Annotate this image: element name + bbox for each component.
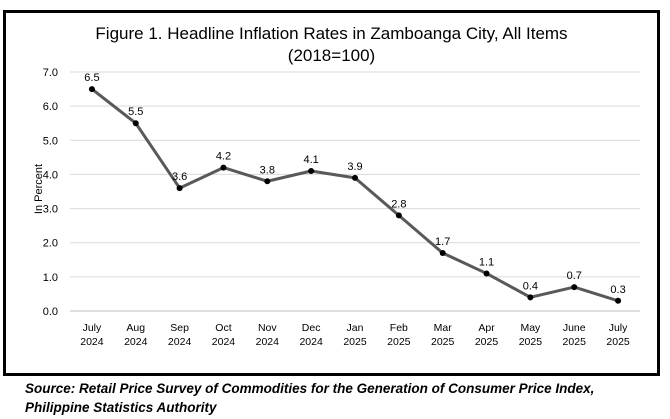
x-tick-label: Feb 2025 [387, 322, 411, 348]
data-label: 0.3 [610, 284, 625, 296]
chart-title-main: Figure 1. Headline Inflation Rates in Za… [95, 24, 568, 43]
data-point [615, 297, 622, 304]
data-label: 5.5 [128, 106, 143, 118]
x-tick-label: Jan 2025 [343, 322, 367, 348]
data-label: 3.8 [260, 164, 275, 176]
x-tick-label: Mar 2025 [431, 322, 455, 348]
y-tick-label: 4.0 [43, 169, 58, 181]
source-note: Source: Retail Price Survey of Commoditi… [25, 381, 595, 415]
data-point [395, 212, 402, 219]
gridlines [70, 71, 640, 312]
x-tick-label: July 2025 [606, 322, 630, 348]
data-label: 1.1 [479, 256, 494, 268]
data-point [439, 249, 446, 256]
y-tick-label: 6.0 [43, 101, 58, 113]
x-tick-labels: July 2024 Aug 2024 Sep 2024 Oct 2024 Nov 2024 Dec 2… [80, 322, 630, 348]
x-tick-label: June 2025 [563, 322, 587, 348]
y-tick-labels: 0.0 1.0 2.0 3.0 4.0 5.0 6.0 7.0 [43, 67, 58, 318]
x-tick-label: May 2025 [519, 322, 543, 348]
data-label: 2.8 [391, 198, 406, 210]
series-line [91, 87, 619, 303]
data-point [176, 185, 183, 192]
data-point [483, 270, 490, 277]
x-tick-label: Oct 2024 [212, 322, 236, 348]
data-point [264, 178, 271, 185]
data-point [220, 164, 227, 171]
data-label: 0.4 [523, 280, 538, 292]
data-point [352, 174, 358, 181]
x-tick-label: Nov 2024 [256, 322, 280, 348]
data-point [132, 120, 139, 127]
x-tick-label: Apr 2025 [475, 322, 499, 348]
y-tick-label: 0.0 [43, 306, 58, 318]
data-point [308, 168, 315, 175]
y-tick-label: 5.0 [43, 135, 58, 147]
data-point [527, 294, 534, 301]
data-label: 4.2 [216, 151, 231, 163]
data-label: 4.1 [304, 154, 319, 166]
y-tick-label: 2.0 [43, 238, 58, 250]
data-labels: 6.5 5.5 3.6 4.2 3.8 4.1 3.9 2.8 1.7 1.1 0.4 0.7 0.3 [84, 72, 625, 296]
data-label: 1.7 [435, 236, 450, 248]
inflation-series [88, 86, 622, 304]
x-tick-label: Aug 2024 [124, 322, 148, 348]
data-label: 3.6 [172, 171, 187, 183]
data-point [571, 284, 578, 291]
y-tick-label: 3.0 [43, 204, 58, 216]
data-label: 0.7 [567, 270, 582, 282]
data-point [88, 86, 95, 93]
chart-frame: Figure 1. Headline Inflation Rates in Za… [3, 10, 660, 376]
y-tick-label: 1.0 [43, 272, 58, 284]
data-label: 3.9 [347, 161, 362, 173]
chart-subtitle: (2018=100) [287, 46, 376, 65]
x-tick-label: Sep 2024 [168, 322, 192, 348]
y-tick-label: 7.0 [43, 67, 58, 79]
x-tick-label: Dec 2024 [299, 322, 323, 348]
x-tick-label: July 2024 [80, 322, 104, 348]
data-label: 6.5 [84, 72, 99, 84]
chart-title: Figure 1. Headline Inflation Rates in Za… [6, 23, 657, 67]
